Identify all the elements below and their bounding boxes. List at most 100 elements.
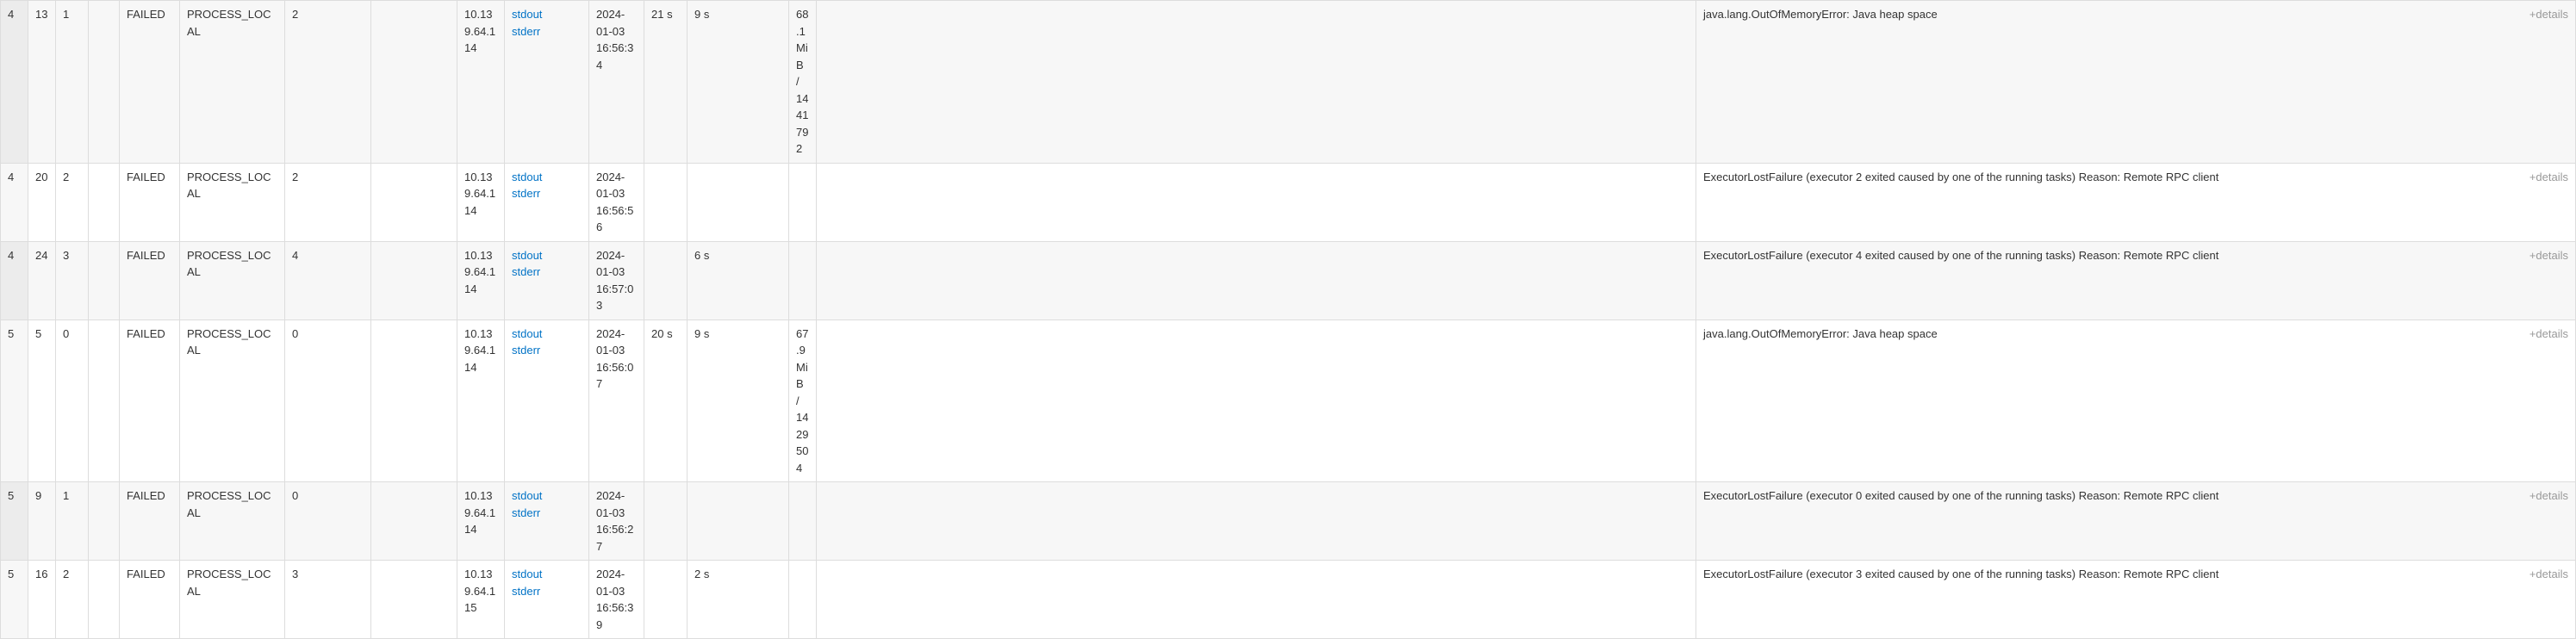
- shuffle-cell: 68.1 MiB / 1441792: [789, 1, 817, 164]
- details-link[interactable]: +details: [2529, 169, 2568, 186]
- attempt-cell: 4: [1, 1, 28, 164]
- details-link[interactable]: +details: [2529, 247, 2568, 264]
- launch-time-cell: 2024-01-03 16:56:39: [589, 561, 644, 639]
- executor-id-cell: 0: [285, 482, 371, 561]
- executor-id-cell: 2: [285, 1, 371, 164]
- retry-cell: 2: [56, 163, 89, 241]
- attempt-cell: 4: [1, 163, 28, 241]
- duration-cell: [644, 561, 688, 639]
- gc-time-cell: 6 s: [688, 241, 789, 320]
- logs-cell: stdoutstderr: [505, 1, 589, 164]
- errors-cell: +detailsExecutorLostFailure (executor 2 …: [1696, 163, 2576, 241]
- blank-cell: [89, 320, 120, 482]
- stdout-link[interactable]: stdout: [512, 487, 582, 505]
- blank3-cell: [817, 241, 1696, 320]
- blank-cell: [89, 163, 120, 241]
- details-link[interactable]: +details: [2529, 326, 2568, 343]
- blank3-cell: [817, 163, 1696, 241]
- error-text: ExecutorLostFailure (executor 2 exited c…: [1703, 169, 2568, 186]
- launch-time-cell: 2024-01-03 16:56:56: [589, 163, 644, 241]
- stderr-link[interactable]: stderr: [512, 342, 582, 359]
- host-cell: 10.139.64.114: [457, 1, 505, 164]
- locality-cell: PROCESS_LOCAL: [180, 163, 285, 241]
- errors-cell: +detailsjava.lang.OutOfMemoryError: Java…: [1696, 1, 2576, 164]
- stderr-link[interactable]: stderr: [512, 264, 582, 281]
- locality-cell: PROCESS_LOCAL: [180, 561, 285, 639]
- attempt-cell: 4: [1, 241, 28, 320]
- blank-cell: [89, 482, 120, 561]
- task-id-cell: 13: [28, 1, 56, 164]
- task-id-cell: 9: [28, 482, 56, 561]
- stdout-link[interactable]: stdout: [512, 6, 582, 23]
- details-link[interactable]: +details: [2529, 6, 2568, 23]
- host-cell: 10.139.64.114: [457, 163, 505, 241]
- status-cell: FAILED: [120, 320, 180, 482]
- host-cell: 10.139.64.114: [457, 482, 505, 561]
- stderr-link[interactable]: stderr: [512, 505, 582, 522]
- gc-time-cell: [688, 482, 789, 561]
- error-text: ExecutorLostFailure (executor 4 exited c…: [1703, 247, 2568, 264]
- executor-id-cell: 0: [285, 320, 371, 482]
- executor-id-cell: 3: [285, 561, 371, 639]
- duration-cell: 21 s: [644, 1, 688, 164]
- locality-cell: PROCESS_LOCAL: [180, 241, 285, 320]
- status-cell: FAILED: [120, 561, 180, 639]
- launch-time-cell: 2024-01-03 16:56:34: [589, 1, 644, 164]
- shuffle-cell: 67.9 MiB / 1429504: [789, 320, 817, 482]
- duration-cell: [644, 482, 688, 561]
- error-text: ExecutorLostFailure (executor 0 exited c…: [1703, 487, 2568, 505]
- table-row: 4202FAILEDPROCESS_LOCAL210.139.64.114std…: [1, 163, 2576, 241]
- task-id-cell: 5: [28, 320, 56, 482]
- blank-cell: [371, 320, 457, 482]
- blank-cell: [371, 1, 457, 164]
- errors-cell: +detailsExecutorLostFailure (executor 3 …: [1696, 561, 2576, 639]
- blank-cell: [371, 241, 457, 320]
- details-link[interactable]: +details: [2529, 487, 2568, 505]
- retry-cell: 3: [56, 241, 89, 320]
- gc-time-cell: [688, 163, 789, 241]
- blank-cell: [371, 163, 457, 241]
- stdout-link[interactable]: stdout: [512, 326, 582, 343]
- stdout-link[interactable]: stdout: [512, 566, 582, 583]
- status-cell: FAILED: [120, 482, 180, 561]
- blank3-cell: [817, 561, 1696, 639]
- failed-tasks-table: 4131FAILEDPROCESS_LOCAL210.139.64.114std…: [0, 0, 2576, 639]
- task-id-cell: 24: [28, 241, 56, 320]
- retry-cell: 1: [56, 482, 89, 561]
- shuffle-cell: [789, 163, 817, 241]
- stdout-link[interactable]: stdout: [512, 247, 582, 264]
- shuffle-cell: [789, 561, 817, 639]
- details-link[interactable]: +details: [2529, 566, 2568, 583]
- gc-time-cell: 9 s: [688, 1, 789, 164]
- blank-cell: [89, 241, 120, 320]
- host-cell: 10.139.64.114: [457, 320, 505, 482]
- table-row: 591 FAILEDPROCESS_LOCAL0 10.139.64.114 stdo…: [1, 482, 2576, 561]
- executor-id-cell: 4: [285, 241, 371, 320]
- launch-time-cell: 2024-01-03 16:57:03: [589, 241, 644, 320]
- executor-id-cell: 2: [285, 163, 371, 241]
- retry-cell: 0: [56, 320, 89, 482]
- duration-cell: [644, 241, 688, 320]
- blank3-cell: [817, 320, 1696, 482]
- duration-cell: 20 s: [644, 320, 688, 482]
- launch-time-cell: 2024-01-03 16:56:07: [589, 320, 644, 482]
- blank-cell: [371, 482, 457, 561]
- stderr-link[interactable]: stderr: [512, 185, 582, 202]
- logs-cell: stdoutstderr: [505, 561, 589, 639]
- status-cell: FAILED: [120, 1, 180, 164]
- stderr-link[interactable]: stderr: [512, 23, 582, 40]
- error-text: ExecutorLostFailure (executor 3 exited c…: [1703, 566, 2568, 583]
- host-cell: 10.139.64.114: [457, 241, 505, 320]
- logs-cell: stdoutstderr: [505, 320, 589, 482]
- errors-cell: +detailsjava.lang.OutOfMemoryError: Java…: [1696, 320, 2576, 482]
- locality-cell: PROCESS_LOCAL: [180, 482, 285, 561]
- stderr-link[interactable]: stderr: [512, 583, 582, 600]
- stdout-link[interactable]: stdout: [512, 169, 582, 186]
- host-cell: 10.139.64.115: [457, 561, 505, 639]
- retry-cell: 1: [56, 1, 89, 164]
- blank3-cell: [817, 482, 1696, 561]
- logs-cell: stdoutstderr: [505, 163, 589, 241]
- attempt-cell: 5: [1, 482, 28, 561]
- logs-cell: stdoutstderr: [505, 241, 589, 320]
- table-row: 4131FAILEDPROCESS_LOCAL210.139.64.114std…: [1, 1, 2576, 164]
